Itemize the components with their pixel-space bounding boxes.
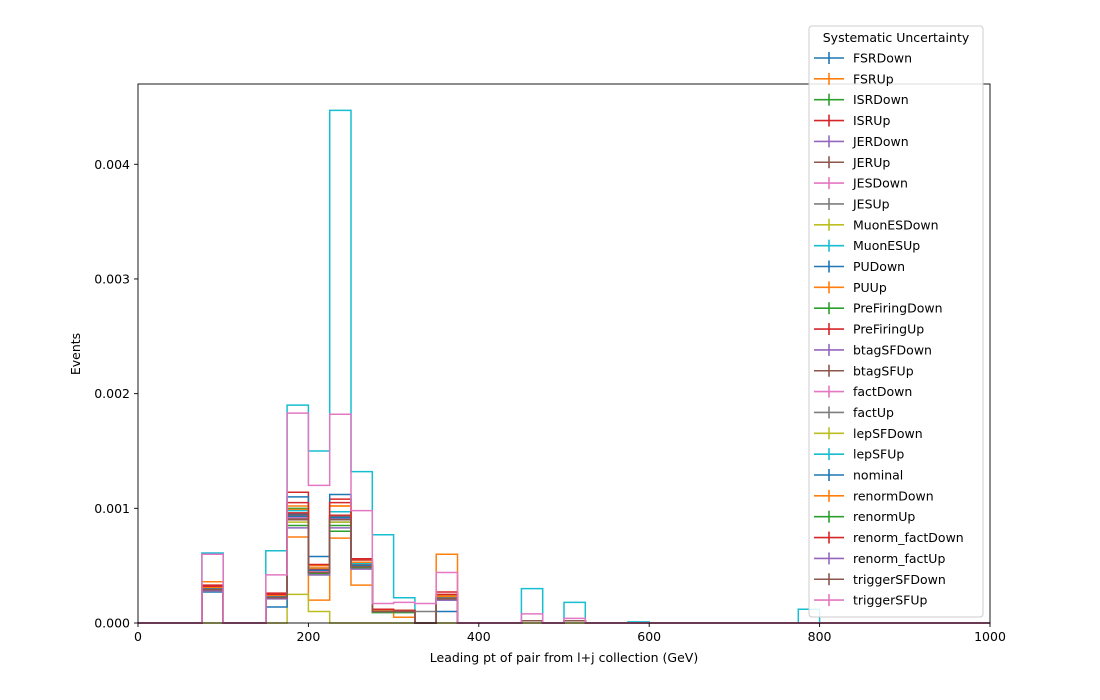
legend-entry-triggerSFUp: triggerSFUp bbox=[814, 593, 927, 608]
legend-label: ISRUp bbox=[853, 113, 890, 128]
legend-entry-nominal: nominal bbox=[814, 468, 903, 483]
y-axis: 0.000 0.001 0.002 0.003 0.004 bbox=[94, 157, 138, 631]
legend-label: btagSFDown bbox=[853, 342, 932, 357]
legend-entry-renorm_factUp: renorm_factUp bbox=[814, 551, 945, 566]
legend-label: triggerSFDown bbox=[853, 572, 946, 587]
legend-label: MuonESDown bbox=[853, 217, 939, 232]
legend-label: JERUp bbox=[852, 155, 890, 170]
legend-label: triggerSFUp bbox=[853, 593, 927, 608]
legend-entry-renormDown: renormDown bbox=[814, 488, 934, 503]
x-tick-label: 400 bbox=[467, 629, 491, 644]
legend-entry-JESDown: JESDown bbox=[814, 176, 908, 191]
legend-entry-PreFiringDown: PreFiringDown bbox=[814, 301, 943, 316]
x-tick-label: 1000 bbox=[974, 629, 1006, 644]
y-tick-label: 0.001 bbox=[94, 501, 130, 516]
legend-label: JESUp bbox=[852, 196, 890, 211]
legend-entry-renormUp: renormUp bbox=[814, 509, 915, 524]
legend-label: nominal bbox=[853, 468, 903, 483]
legend-label: renormUp bbox=[853, 509, 915, 524]
y-tick-label: 0.000 bbox=[94, 616, 130, 631]
legend-entry-PUDown: PUDown bbox=[814, 259, 905, 274]
legend-title: Systematic Uncertainty bbox=[823, 30, 970, 45]
legend-entry-ISRUp: ISRUp bbox=[814, 113, 890, 128]
y-tick-label: 0.003 bbox=[94, 271, 130, 286]
x-axis-label: Leading pt of pair from l+j collection (… bbox=[430, 650, 698, 665]
legend-box bbox=[808, 25, 984, 618]
legend-label: MuonESUp bbox=[853, 238, 920, 253]
legend-label: factDown bbox=[853, 384, 912, 399]
legend-entries: FSRDown FSRUp ISRDown ISRUp JERDown JERUp JESD… bbox=[814, 51, 964, 608]
legend-entry-btagSFUp: btagSFUp bbox=[814, 363, 914, 378]
x-tick-label: 600 bbox=[637, 629, 661, 644]
legend-label: lepSFUp bbox=[853, 447, 904, 462]
x-tick-label: 800 bbox=[808, 629, 832, 644]
legend-entry-PreFiringUp: PreFiringUp bbox=[814, 322, 924, 337]
legend-label: FSRDown bbox=[853, 51, 912, 66]
legend-entry-FSRDown: FSRDown bbox=[814, 51, 912, 66]
legend-entry-btagSFDown: btagSFDown bbox=[814, 342, 932, 357]
legend-label: renorm_factDown bbox=[853, 530, 964, 545]
axes-frame bbox=[137, 83, 991, 624]
legend-entry-lepSFUp: lepSFUp bbox=[814, 447, 904, 462]
legend-label: PreFiringDown bbox=[853, 301, 943, 316]
legend-entry-renorm_factDown: renorm_factDown bbox=[814, 530, 964, 545]
legend-label: PUDown bbox=[853, 259, 905, 274]
legend-label: renorm_factUp bbox=[853, 551, 945, 566]
y-axis-label: Events bbox=[68, 333, 83, 375]
x-tick-label: 200 bbox=[296, 629, 320, 644]
legend-entry-MuonESUp: MuonESUp bbox=[814, 238, 920, 253]
y-tick-label: 0.004 bbox=[94, 157, 130, 172]
legend-entry-triggerSFDown: triggerSFDown bbox=[814, 572, 946, 587]
legend-entry-FSRUp: FSRUp bbox=[814, 71, 894, 86]
legend-entry-ISRDown: ISRDown bbox=[814, 92, 909, 107]
legend-entry-JERUp: JERUp bbox=[814, 155, 890, 170]
legend-label: btagSFUp bbox=[853, 363, 914, 378]
legend-entry-factDown: factDown bbox=[814, 384, 912, 399]
legend-label: factUp bbox=[853, 405, 894, 420]
legend-label: lepSFDown bbox=[853, 426, 923, 441]
legend-entry-MuonESDown: MuonESDown bbox=[814, 217, 939, 232]
legend-entry-lepSFDown: lepSFDown bbox=[814, 426, 923, 441]
legend-label: PreFiringUp bbox=[853, 322, 924, 337]
legend-entry-JERDown: JERDown bbox=[814, 134, 909, 149]
x-tick-label: 0 bbox=[134, 629, 142, 644]
legend: Systematic Uncertainty FSRDown FSRUp ISRDo… bbox=[808, 25, 984, 618]
legend-label: JESDown bbox=[852, 176, 908, 191]
legend-entry-JESUp: JESUp bbox=[814, 196, 890, 211]
y-tick-label: 0.002 bbox=[94, 386, 130, 401]
legend-entry-PUUp: PUUp bbox=[814, 280, 887, 295]
legend-label: renormDown bbox=[853, 488, 934, 503]
legend-label: FSRUp bbox=[853, 71, 894, 86]
legend-label: JERDown bbox=[852, 134, 909, 149]
legend-label: ISRDown bbox=[853, 92, 909, 107]
legend-entry-factUp: factUp bbox=[814, 405, 894, 420]
legend-label: PUUp bbox=[853, 280, 887, 295]
x-axis: 0 200 400 600 800 1000 bbox=[134, 623, 1006, 644]
